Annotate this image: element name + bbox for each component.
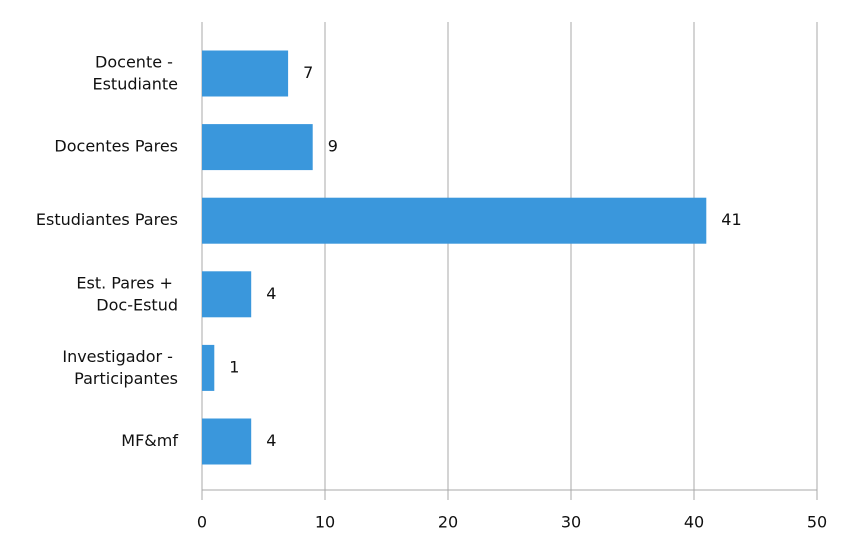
bar: [202, 344, 215, 391]
x-tick-label: 40: [684, 513, 704, 532]
y-tick-label: MF&mf: [121, 431, 178, 450]
bar: [202, 418, 252, 465]
value-label: 7: [303, 63, 313, 82]
bar: [202, 50, 289, 97]
x-tick-label: 50: [807, 513, 827, 532]
value-label: 1: [229, 357, 239, 376]
bar: [202, 197, 707, 244]
bar: [202, 271, 252, 318]
y-tick-label: Investigador - Participantes: [62, 346, 178, 387]
x-tick-label: 0: [197, 513, 207, 532]
x-tick-label: 20: [438, 513, 458, 532]
bar: [202, 124, 313, 171]
y-tick-label: Est. Pares + Doc-Estud: [76, 273, 178, 314]
value-label: 41: [721, 210, 741, 229]
x-tick-label: 10: [315, 513, 335, 532]
value-label: 9: [328, 137, 338, 156]
value-label: 4: [266, 284, 276, 303]
y-tick-label: Docentes Pares: [54, 137, 178, 156]
x-tick-label: 30: [561, 513, 581, 532]
y-tick-label: Docente - Estudiante: [92, 52, 178, 93]
y-tick-label: Estudiantes Pares: [36, 210, 178, 229]
value-label: 4: [266, 431, 276, 450]
